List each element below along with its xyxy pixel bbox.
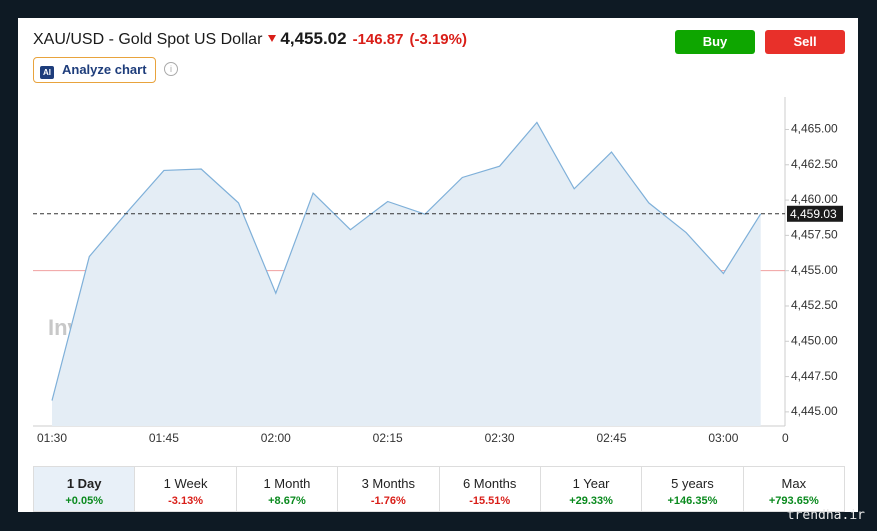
period-change: -3.13% <box>168 495 203 507</box>
title-row: XAU/USD - Gold Spot US Dollar 4,455.02 -14… <box>33 29 467 49</box>
price: 4,455.02 <box>280 29 347 48</box>
last-price-label: 4,459.03 <box>790 207 837 221</box>
period-tabs: 1 Day +0.05% 1 Week -3.13% 1 Month +8.67% 3 Mo… <box>33 466 845 512</box>
chart: Investing.com4,445.004,447.504,450.004,4… <box>33 97 843 445</box>
period-label: 5 years <box>671 476 714 491</box>
period-label: 1 Year <box>572 476 610 491</box>
x-tick-label: 02:15 <box>373 431 403 445</box>
overlay-watermark: trendha.ir <box>786 508 865 523</box>
y-tick-label: 4,445.00 <box>791 404 838 418</box>
period-tab[interactable]: 1 Week -3.13% <box>135 467 237 511</box>
period-tab[interactable]: 1 Day +0.05% <box>34 467 136 511</box>
last-price-box <box>787 205 843 222</box>
price-line <box>51 121 762 401</box>
y-tick-label: 4,455.00 <box>791 263 838 277</box>
x-tick-label: 01:30 <box>37 431 67 445</box>
x-tick-label: 02:45 <box>596 431 626 445</box>
period-label: Max <box>781 476 807 491</box>
period-label: 3 Months <box>361 476 416 491</box>
buy-button[interactable]: Buy <box>675 30 755 54</box>
change: -146.87 <box>352 31 404 48</box>
y-tick-label: 4,447.50 <box>791 369 838 383</box>
period-change: -1.76% <box>370 495 406 507</box>
analyze-button[interactable]: AI Analyze chart <box>33 57 156 83</box>
period-tab[interactable]: 3 Months -1.76% <box>338 467 440 511</box>
panel: XAU/USD - Gold Spot US Dollar 4,455.02 -14… <box>18 18 858 512</box>
period-tab[interactable]: 1 Month +8.67% <box>237 467 339 511</box>
period-tab[interactable]: 1 Year +29.33% <box>541 467 643 511</box>
period-label: 6 Months <box>462 476 517 491</box>
area-fill <box>52 122 761 426</box>
y-tick-label: 4,460.00 <box>791 192 838 206</box>
y-tick-label: 4,465.00 <box>791 122 838 136</box>
period-change: +29.33% <box>569 495 613 507</box>
period-label: 1 Day <box>66 476 102 491</box>
y-tick-label: 4,450.00 <box>791 333 838 347</box>
y-tick-label: 4,452.50 <box>791 298 838 312</box>
period-tab[interactable]: 6 Months -15.51% <box>440 467 541 511</box>
y-tick-label: 4,462.50 <box>791 157 838 171</box>
analyze-label: Analyze chart <box>62 62 147 77</box>
x-tick-label: 02:30 <box>485 431 515 445</box>
change-percent: (-3.19%) <box>409 31 467 48</box>
x-tick-label: 03:00 <box>708 431 738 445</box>
period-label: 1 Month <box>263 476 311 491</box>
period-tab[interactable]: 5 years +146.35% <box>642 467 744 511</box>
period-change: +146.35% <box>667 495 718 507</box>
down-arrow <box>268 35 277 42</box>
period-change: +0.05% <box>65 495 103 507</box>
period-change: -15.51% <box>469 495 511 507</box>
x-axis-end-label: 0 <box>782 431 789 445</box>
x-tick-label: 02:00 <box>261 431 291 445</box>
sell-button[interactable]: Sell <box>765 30 845 54</box>
info-icon[interactable]: i <box>164 62 178 76</box>
x-tick-label: 01:45 <box>149 431 179 445</box>
y-tick-label: 4,457.50 <box>791 228 838 242</box>
period-change: +793.65% <box>768 495 819 507</box>
period-label: 1 Week <box>163 476 208 491</box>
period-change: +8.67% <box>268 495 306 507</box>
period-tab[interactable]: Max +793.65% <box>744 467 844 511</box>
instrument-title: XAU/USD - Gold Spot US Dollar <box>33 31 263 48</box>
ai-icon: AI <box>40 66 54 79</box>
